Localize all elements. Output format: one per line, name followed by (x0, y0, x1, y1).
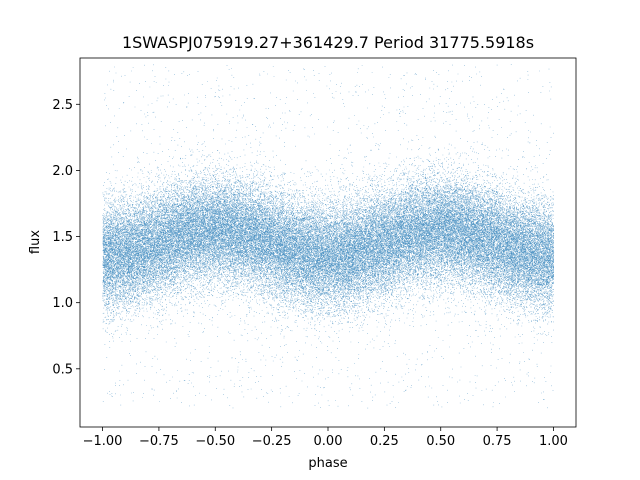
data-points (102, 64, 555, 409)
scatter-points (102, 64, 555, 409)
x-tick-label: 0.75 (483, 434, 512, 449)
x-tick-label: 0.00 (314, 434, 343, 449)
y-tick-label: 1.5 (52, 230, 73, 245)
x-axis-label: phase (308, 456, 347, 471)
x-axis: −1.00 −0.75 −0.50 −0.25 0.00 0.25 0.50 0.75 1.00 (83, 427, 568, 449)
chart-title: 1SWASPJ075919.27+361429.7 Period 31775.5… (122, 33, 534, 52)
x-tick-label: 1.00 (539, 434, 568, 449)
x-tick-label: −0.75 (139, 434, 179, 449)
y-axis: 0.5 1.0 1.5 2.0 2.5 (52, 98, 80, 377)
plot-area (79, 57, 577, 428)
x-tick-label: −0.25 (252, 434, 292, 449)
x-tick-label: 0.25 (370, 434, 399, 449)
x-tick-label: −1.00 (83, 434, 123, 449)
x-tick-label: −0.50 (195, 434, 235, 449)
y-tick-label: 2.5 (52, 98, 73, 113)
x-tick-label: 0.50 (426, 434, 455, 449)
y-tick-label: 2.0 (52, 164, 73, 179)
y-tick-label: 1.0 (52, 296, 73, 311)
y-tick-label: 0.5 (52, 362, 73, 377)
y-axis-label: flux (28, 230, 43, 254)
